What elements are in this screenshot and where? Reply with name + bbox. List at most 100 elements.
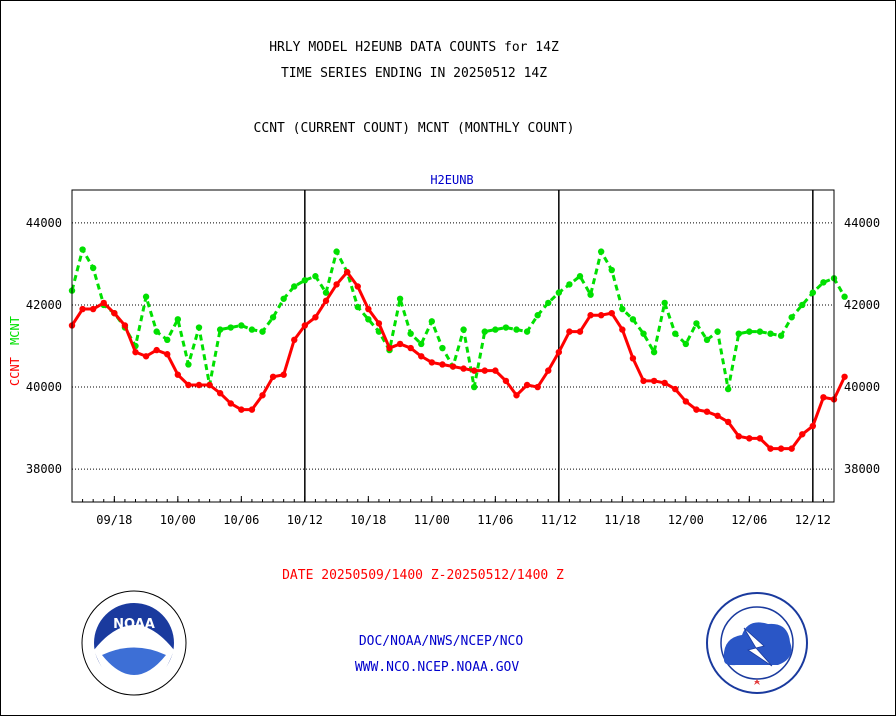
point-mcnt	[89, 264, 97, 272]
point-ccnt	[714, 412, 721, 419]
point-mcnt	[650, 348, 658, 356]
point-mcnt	[672, 330, 679, 337]
point-mcnt	[470, 383, 478, 391]
x-tick-label: 11/12	[541, 513, 577, 527]
point-mcnt	[396, 295, 404, 302]
point-ccnt	[216, 390, 224, 397]
point-ccnt	[682, 398, 690, 405]
point-ccnt	[672, 385, 679, 393]
y-axis-label-ccnt: CCNT	[8, 357, 22, 386]
point-mcnt	[820, 279, 827, 286]
y-tick-label-left: 44000	[26, 216, 62, 230]
point-mcnt	[661, 299, 668, 307]
point-ccnt	[799, 431, 806, 438]
point-ccnt	[841, 373, 848, 380]
point-ccnt	[640, 377, 647, 385]
point-mcnt	[280, 295, 287, 302]
point-ccnt	[121, 322, 129, 329]
point-ccnt	[809, 422, 817, 430]
y-tick-label-right: 38000	[844, 462, 880, 476]
point-mcnt	[460, 326, 467, 333]
point-ccnt	[661, 379, 668, 387]
plot-frame	[71, 189, 835, 503]
point-ccnt	[312, 314, 319, 321]
point-ccnt	[597, 312, 605, 319]
point-ccnt	[291, 336, 298, 344]
point-mcnt	[735, 330, 742, 337]
x-tick-label: 12/06	[731, 513, 767, 527]
point-mcnt	[142, 293, 150, 300]
point-mcnt	[502, 324, 510, 331]
website-link[interactable]: WWW.NCO.NCEP.NOAA.GOV	[355, 660, 520, 675]
point-ccnt	[619, 326, 626, 333]
point-ccnt	[576, 328, 584, 335]
point-mcnt	[259, 328, 266, 335]
point-mcnt	[354, 303, 361, 311]
y-tick-label-left: 40000	[26, 380, 62, 394]
point-mcnt	[619, 305, 626, 313]
point-ccnt	[89, 305, 97, 313]
point-ccnt	[259, 392, 266, 399]
x-tick-label: 11/06	[477, 513, 513, 527]
point-mcnt	[418, 340, 425, 348]
point-ccnt	[386, 344, 393, 352]
point-mcnt	[640, 330, 647, 337]
point-ccnt	[153, 346, 160, 354]
point-ccnt	[523, 381, 531, 389]
point-ccnt	[492, 367, 499, 374]
header-title-line2: TIME SERIES ENDING IN 20250512 14Z	[281, 66, 547, 81]
point-mcnt	[238, 322, 245, 329]
point-mcnt	[301, 277, 309, 284]
point-ccnt	[206, 381, 213, 389]
point-mcnt	[333, 248, 340, 255]
point-mcnt	[523, 328, 531, 335]
point-mcnt	[269, 314, 277, 321]
x-tick-label: 10/06	[223, 513, 259, 527]
point-mcnt	[291, 283, 298, 290]
point-ccnt	[164, 351, 171, 358]
point-mcnt	[322, 289, 330, 296]
point-ccnt	[142, 353, 150, 360]
point-ccnt	[301, 322, 309, 329]
point-mcnt	[216, 326, 224, 333]
y-axis-label-mcnt: MCNT	[8, 316, 22, 345]
point-ccnt	[407, 344, 414, 352]
point-ccnt	[132, 348, 139, 356]
point-ccnt	[629, 355, 637, 362]
point-ccnt	[354, 283, 361, 290]
point-ccnt	[724, 418, 732, 426]
point-mcnt	[174, 316, 182, 323]
point-ccnt	[788, 445, 795, 452]
point-mcnt	[746, 328, 753, 335]
nws-logo	[706, 592, 808, 694]
point-ccnt	[545, 367, 552, 374]
point-ccnt	[280, 371, 287, 378]
point-mcnt	[227, 324, 234, 331]
point-mcnt	[608, 266, 615, 274]
point-mcnt	[545, 299, 552, 307]
point-mcnt	[481, 328, 488, 335]
point-mcnt	[587, 291, 594, 298]
x-tick-label: 10/12	[287, 513, 323, 527]
point-ccnt	[396, 340, 404, 348]
point-mcnt	[185, 361, 192, 368]
point-mcnt	[365, 316, 372, 323]
point-ccnt	[767, 445, 774, 452]
point-ccnt	[439, 361, 446, 368]
point-mcnt	[492, 326, 499, 333]
point-mcnt	[164, 336, 171, 344]
point-mcnt	[693, 320, 700, 327]
point-ccnt	[227, 400, 234, 407]
y-tick-label-right: 42000	[844, 298, 880, 312]
x-tick-label: 12/12	[795, 513, 831, 527]
point-ccnt	[428, 359, 436, 366]
y-tick-label-left: 42000	[26, 298, 62, 312]
point-mcnt	[79, 246, 86, 253]
point-ccnt	[375, 320, 383, 327]
point-mcnt	[195, 324, 203, 331]
point-mcnt	[777, 332, 785, 339]
point-mcnt	[756, 328, 764, 335]
point-ccnt	[587, 312, 594, 319]
